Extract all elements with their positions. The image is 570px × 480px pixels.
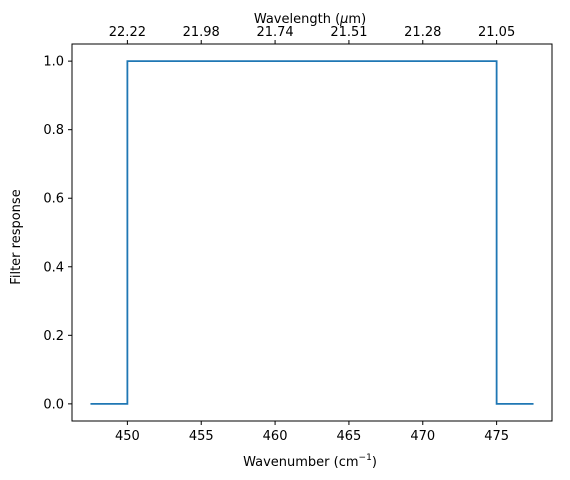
x-axis-ticks: 450 455 460 465 470 475 — [115, 421, 509, 444]
x-tick-label: 475 — [484, 429, 509, 444]
x-axis-label: Wavenumber (cm−1) — [243, 453, 377, 470]
y-axis-label: Filter response — [9, 189, 24, 284]
x-tick-label: 455 — [189, 429, 214, 444]
top-axis-ticks: 22.22 21.98 21.74 21.51 21.28 21.05 — [109, 25, 515, 44]
top-tick-label: 21.05 — [478, 25, 515, 40]
top-tick-label: 21.98 — [183, 25, 220, 40]
y-tick-label: 0.2 — [43, 329, 64, 344]
y-tick-label: 1.0 — [43, 55, 64, 70]
y-tick-label: 0.0 — [43, 397, 64, 412]
top-tick-label: 21.28 — [404, 25, 441, 40]
y-axis-ticks: 0.0 0.2 0.4 0.6 0.8 1.0 — [43, 55, 72, 412]
x-tick-label: 470 — [410, 429, 435, 444]
plot-area — [71, 43, 553, 422]
y-tick-label: 0.6 — [43, 192, 64, 207]
filter-response-line — [90, 60, 534, 405]
top-tick-label: 21.74 — [256, 25, 293, 40]
x-tick-label: 450 — [115, 429, 140, 444]
top-tick-label: 21.51 — [330, 25, 367, 40]
y-tick-label: 0.8 — [43, 123, 64, 138]
top-tick-label: 22.22 — [109, 25, 146, 40]
x-tick-label: 465 — [337, 429, 362, 444]
y-tick-label: 0.4 — [43, 260, 64, 275]
plot-frame — [71, 43, 553, 422]
top-axis-label: Wavelength (μm) — [254, 12, 366, 27]
x-tick-label: 460 — [263, 429, 288, 444]
